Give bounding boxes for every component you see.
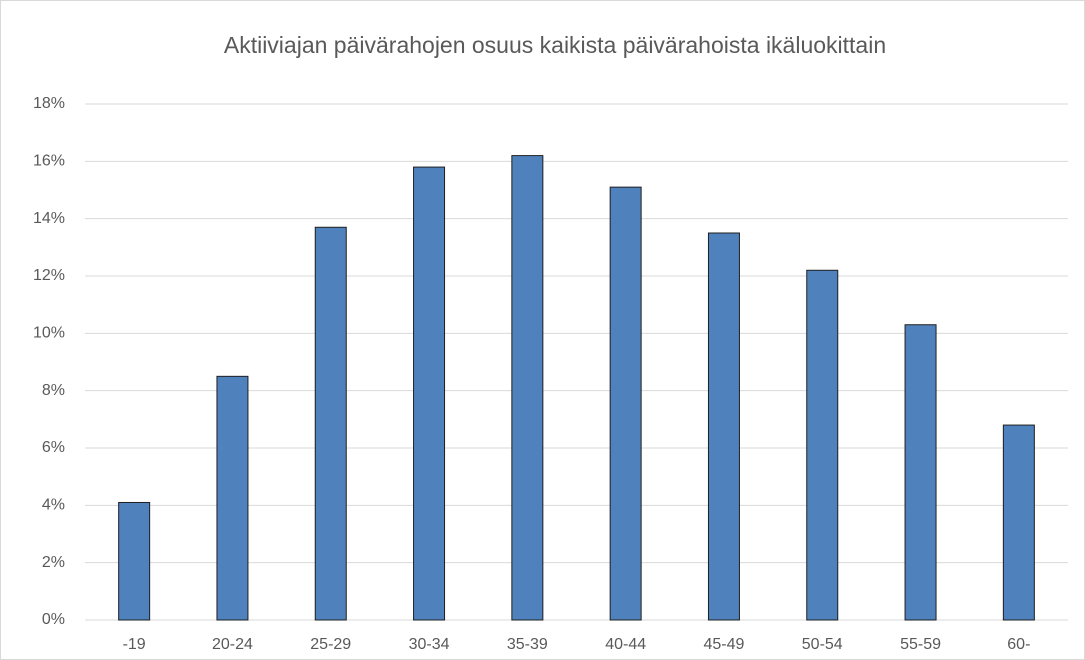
x-tick-label: -19 (123, 636, 146, 653)
chart-title: Aktiiviajan päivärahojen osuus kaikista … (224, 32, 886, 58)
y-tick-label: 6% (42, 439, 65, 456)
y-tick-label: 14% (33, 210, 65, 227)
x-tick-label: 30-34 (409, 636, 450, 653)
y-tick-label: 0% (42, 611, 65, 628)
bar (806, 269, 839, 621)
x-tick-label: 60- (1007, 636, 1030, 653)
y-tick-label: 2% (42, 554, 65, 571)
bar (413, 166, 446, 621)
bar (609, 186, 642, 621)
x-tick-label: 35-39 (507, 636, 548, 653)
y-tick-label: 10% (33, 325, 65, 342)
y-tick-label: 8% (42, 382, 65, 399)
bar (707, 232, 740, 621)
x-tick-label: 40-44 (605, 636, 646, 653)
bar (216, 375, 249, 621)
y-tick-label: 16% (33, 153, 65, 170)
x-tick-label: 50-54 (802, 636, 843, 653)
y-tick-label: 12% (33, 267, 65, 284)
bar (118, 501, 151, 621)
x-tick-label: 55-59 (900, 636, 941, 653)
bar (904, 324, 937, 621)
x-tick-label: 20-24 (212, 636, 253, 653)
bar (314, 226, 347, 621)
bar (511, 155, 544, 621)
y-tick-label: 18% (33, 95, 65, 112)
bar (1002, 424, 1035, 621)
x-tick-label: 45-49 (703, 636, 744, 653)
x-tick-label: 25-29 (310, 636, 351, 653)
y-tick-label: 4% (42, 497, 65, 514)
